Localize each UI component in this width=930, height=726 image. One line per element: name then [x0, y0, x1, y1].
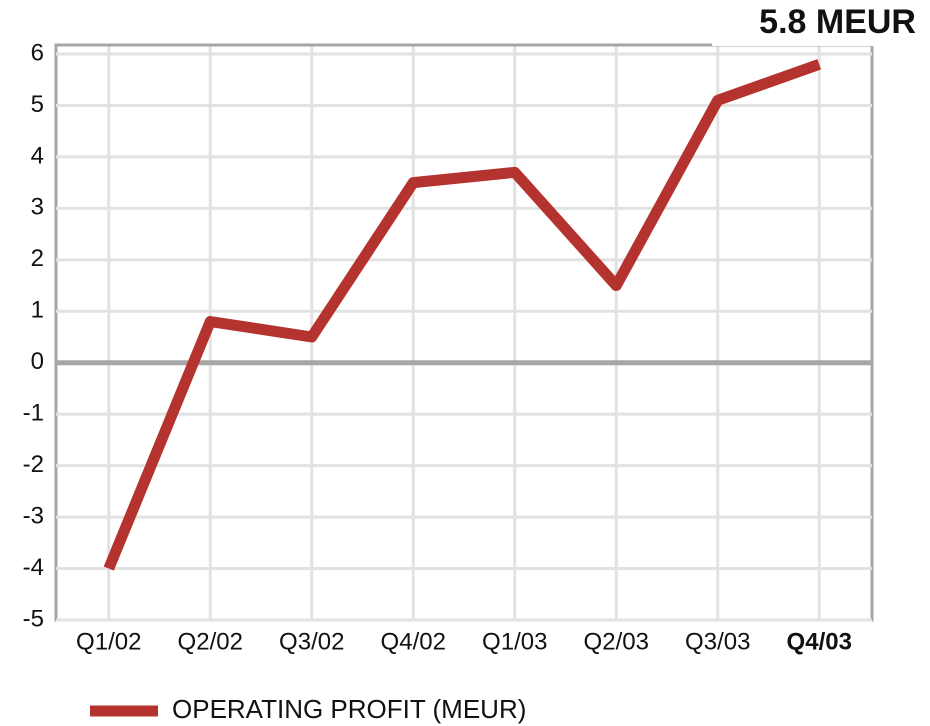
y-tick-label: 4: [31, 142, 44, 169]
x-tick-label: Q2/03: [584, 628, 649, 655]
x-tick-label: Q1/03: [482, 628, 547, 655]
y-tick-label: -5: [23, 605, 44, 632]
y-tick-label: 3: [31, 194, 44, 221]
line: [103, 59, 822, 571]
legend-label: OPERATING PROFIT (MEUR): [172, 694, 526, 724]
x-tick-label: Q4/02: [381, 628, 446, 655]
y-tick-label: -2: [23, 451, 44, 478]
y-tick-label: -3: [23, 502, 44, 529]
y-tick-label: 1: [31, 297, 44, 324]
y-tick-label: 6: [31, 39, 44, 66]
y-tick-label: 0: [31, 348, 44, 375]
y-tick-label: -1: [23, 400, 44, 427]
x-tick-label: Q3/03: [685, 628, 750, 655]
annotation: 5.8 MEUR: [759, 3, 916, 41]
x-tick-label: Q1/02: [76, 628, 141, 655]
y-tick-label: 5: [31, 91, 44, 118]
annotation-bg: [712, 0, 922, 46]
y-tick-label: 2: [31, 245, 44, 272]
x-tick-label: Q4/03: [787, 628, 852, 655]
y-tick-label: -4: [23, 554, 44, 581]
x-tick-label: Q2/02: [178, 628, 243, 655]
plot-frame: [54, 43, 874, 622]
x-tick-label: Q3/02: [279, 628, 344, 655]
